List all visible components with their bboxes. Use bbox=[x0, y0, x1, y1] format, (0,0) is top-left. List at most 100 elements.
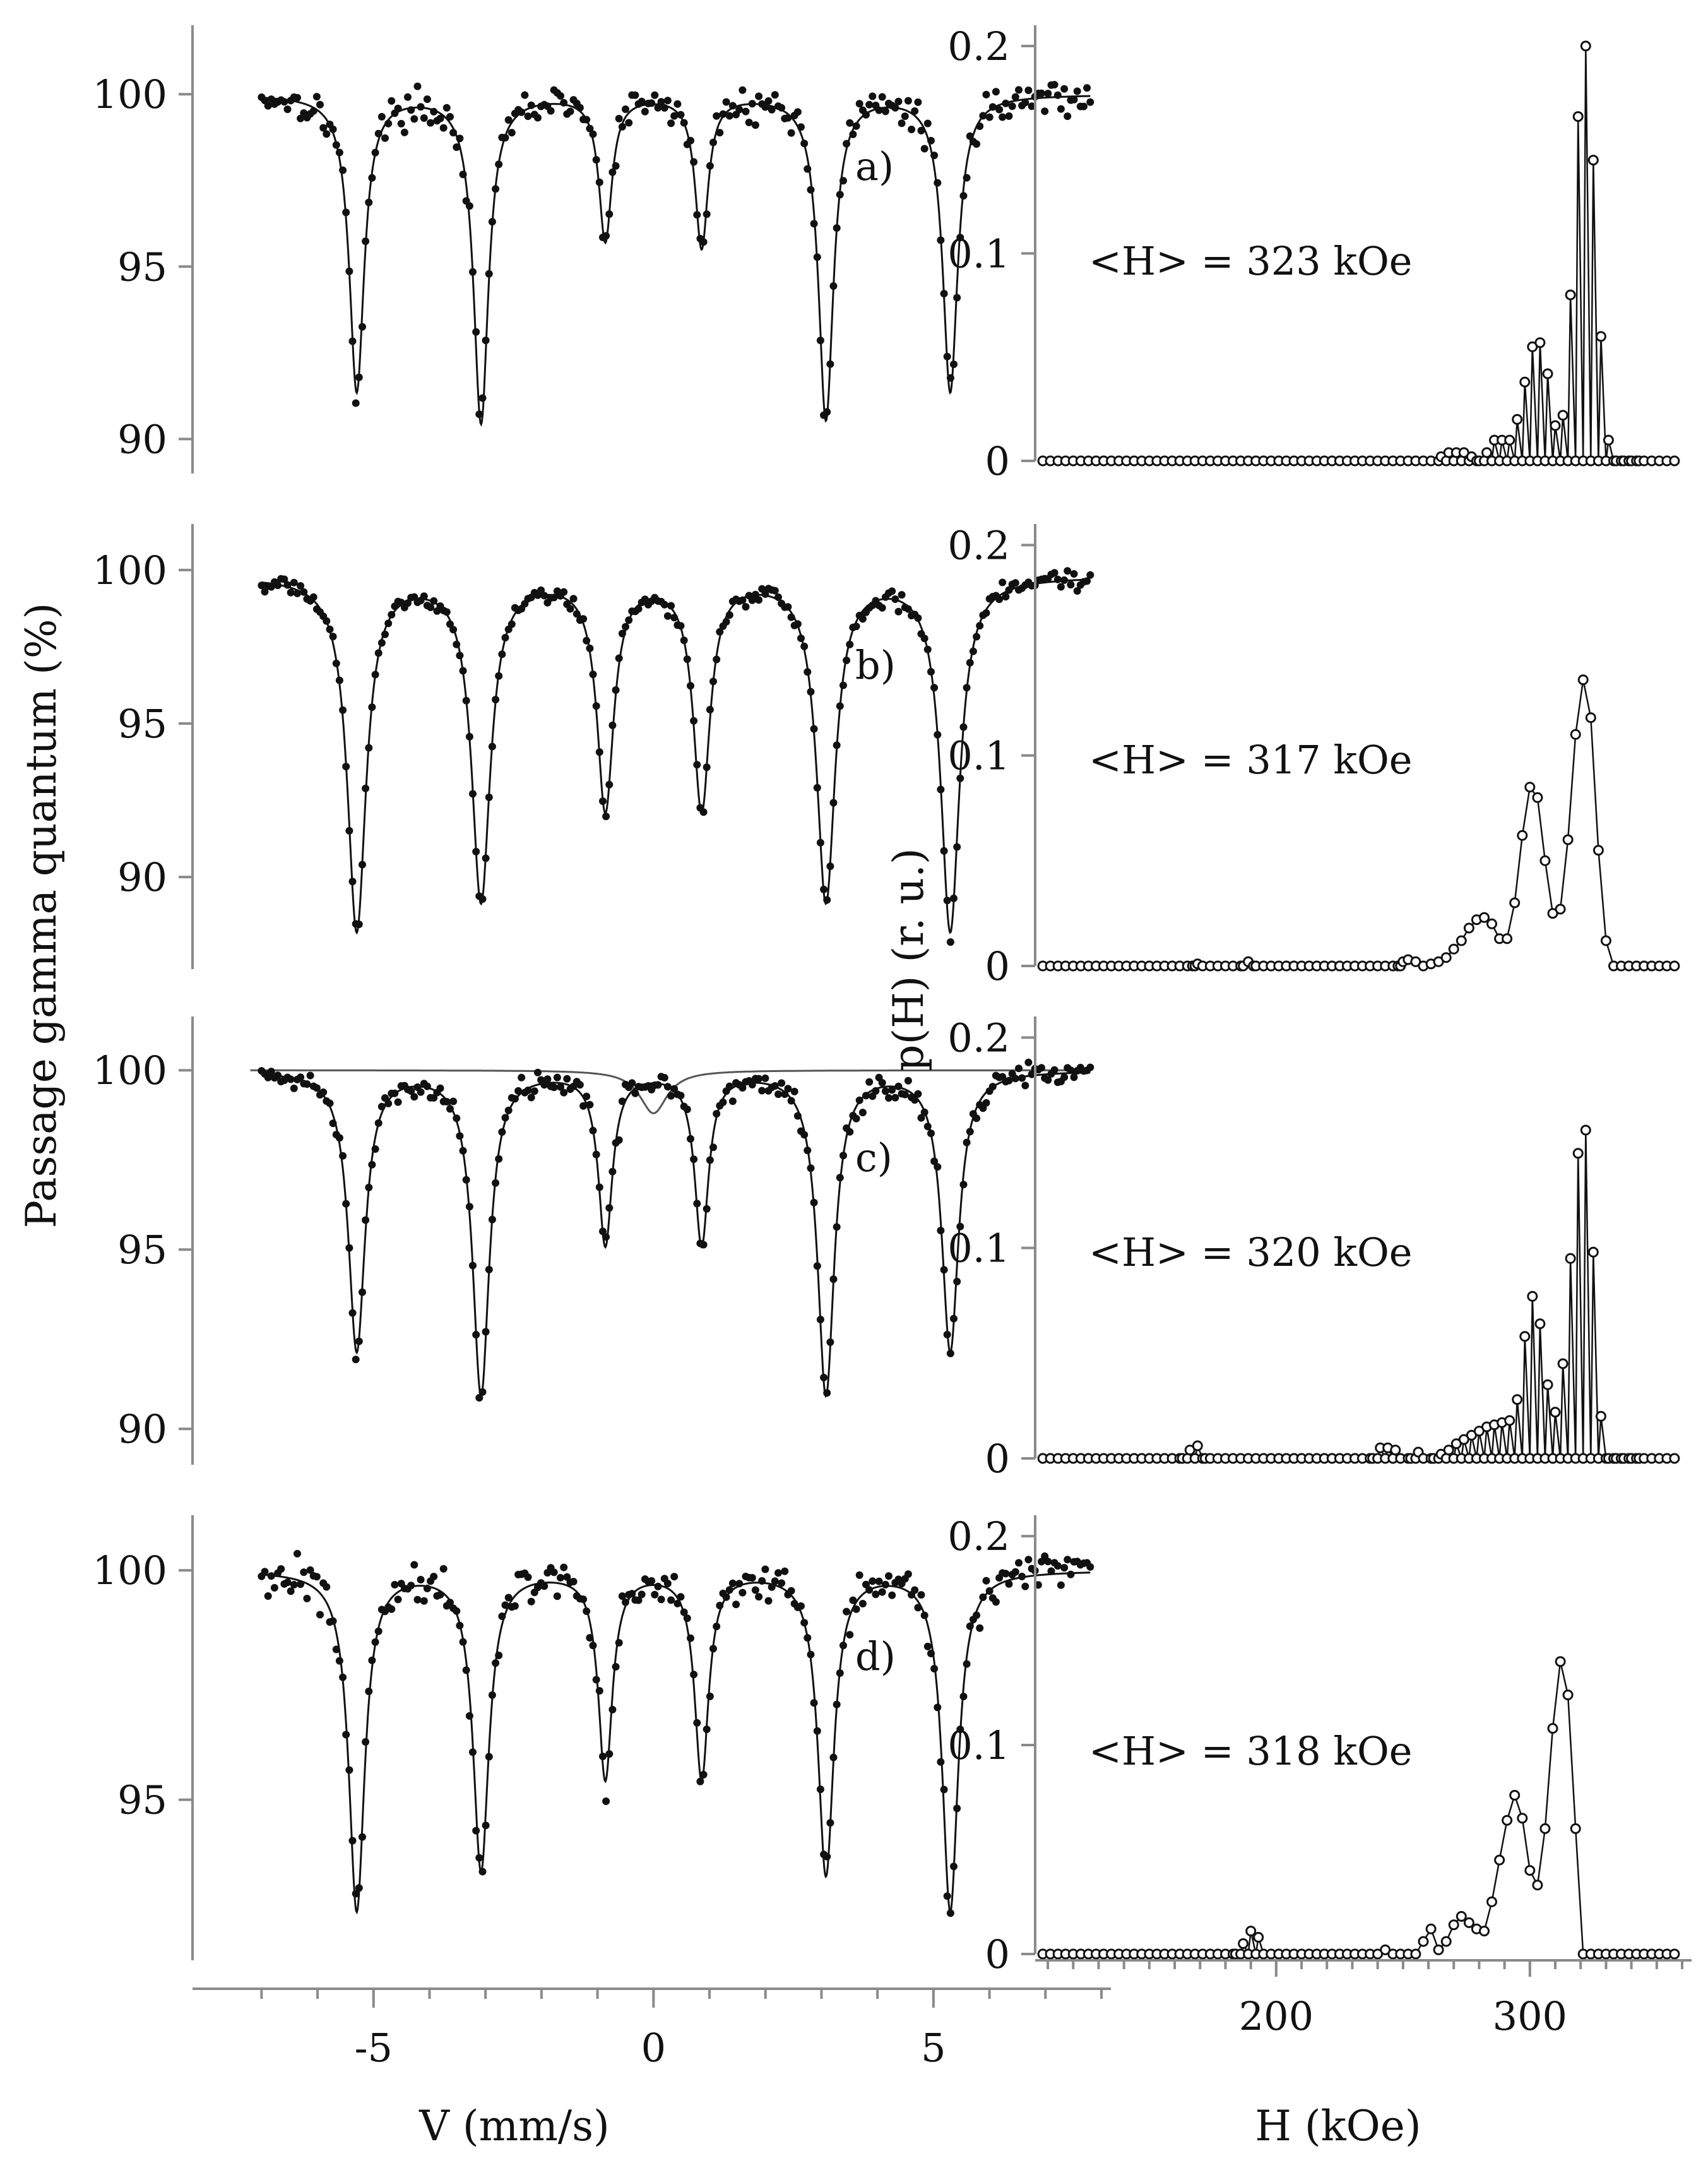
spectrum-data-point bbox=[381, 134, 389, 142]
spectrum-data-point bbox=[504, 1594, 513, 1602]
distribution-point bbox=[1463, 1917, 1474, 1928]
spectrum-data-point bbox=[807, 186, 815, 194]
spectrum-data-point bbox=[839, 1152, 847, 1160]
distribution-point bbox=[1542, 1379, 1553, 1390]
spectrum-data-point bbox=[927, 136, 935, 145]
spectrum-data-point bbox=[456, 134, 464, 143]
spectrum-data-point bbox=[348, 1309, 357, 1317]
spectrum-data-point bbox=[472, 328, 480, 336]
spectrum-data-point bbox=[670, 614, 679, 622]
spectrum-data-point bbox=[930, 152, 939, 160]
spectrum-data-point bbox=[973, 140, 981, 148]
spectrum-data-point bbox=[816, 1785, 824, 1794]
distribution-point bbox=[1245, 1926, 1257, 1937]
spectrum-data-point bbox=[456, 652, 464, 660]
spectrum-data-point bbox=[459, 1147, 467, 1155]
spectrum-data-point bbox=[359, 861, 366, 869]
spectrum-data-point bbox=[267, 1068, 275, 1076]
spectrum-data-point bbox=[1060, 85, 1069, 93]
spectrum-data-point bbox=[1011, 1568, 1019, 1576]
spectrum-data-point bbox=[312, 1084, 321, 1092]
spectrum-data-point bbox=[937, 236, 945, 244]
spectrum-data-point bbox=[764, 1597, 773, 1605]
spectrum-data-point bbox=[1024, 1556, 1033, 1564]
spectrum-data-point bbox=[833, 1700, 841, 1708]
spectrum-data-point bbox=[1064, 112, 1072, 121]
spectrum-data-point bbox=[612, 686, 620, 694]
spectrum-data-point bbox=[914, 1090, 922, 1098]
spectrum-data-point bbox=[1021, 1582, 1029, 1590]
spectrum-data-point bbox=[518, 1073, 526, 1082]
spectrum-data-point bbox=[407, 1087, 415, 1095]
spectrum-data-point bbox=[804, 165, 812, 173]
spectrum-data-point bbox=[722, 617, 730, 626]
spectrum-x-tick-label: 0 bbox=[641, 2025, 666, 2071]
spectrum-data-point bbox=[966, 1622, 974, 1630]
spectrum-data-point bbox=[1050, 569, 1059, 577]
spectrum-data-point bbox=[826, 862, 834, 871]
spectrum-data-point bbox=[793, 1112, 802, 1120]
spectrum-data-point bbox=[557, 1083, 564, 1091]
spectrum-data-point bbox=[1002, 1570, 1010, 1578]
spectrum-data-point bbox=[339, 166, 347, 174]
spectrum-data-point bbox=[680, 636, 688, 645]
spectrum-data-point bbox=[663, 97, 672, 105]
spectrum-data-point bbox=[586, 124, 594, 133]
distribution-point bbox=[1433, 1944, 1444, 1955]
spectrum-data-point bbox=[394, 104, 402, 112]
spectrum-data-point bbox=[778, 1079, 786, 1087]
distribution-point bbox=[1580, 1124, 1591, 1136]
spectrum-data-point bbox=[787, 1587, 795, 1595]
right-x-axis-title: H (kOe) bbox=[1255, 2102, 1421, 2150]
spectrum-data-point bbox=[738, 596, 747, 604]
spectrum-data-point bbox=[836, 1669, 844, 1677]
spectrum-data-point bbox=[345, 826, 353, 835]
distribution-point bbox=[1502, 933, 1513, 944]
spectrum-data-point bbox=[312, 1573, 321, 1581]
spectrum-data-point bbox=[946, 1909, 954, 1917]
spectrum-data-point bbox=[423, 1585, 431, 1592]
spectrum-data-point bbox=[365, 198, 373, 206]
spectrum-data-point bbox=[465, 732, 473, 741]
spectrum-data-point bbox=[751, 121, 759, 129]
spectrum-data-point bbox=[927, 668, 935, 676]
distribution-point bbox=[1512, 414, 1523, 425]
spectrum-data-point bbox=[410, 1561, 418, 1569]
distribution-panel-b: 0 0.1 0.2 b) <H> = 317 kOe bbox=[855, 522, 1680, 989]
distribution-point bbox=[1565, 289, 1576, 301]
spectrum-data-point bbox=[566, 605, 574, 613]
spectrum-data-point bbox=[800, 1131, 809, 1139]
spectrum-data-point bbox=[423, 95, 431, 104]
spectrum-data-point bbox=[667, 602, 675, 610]
spectrum-data-point bbox=[482, 337, 490, 345]
distribution-point bbox=[1440, 952, 1452, 963]
spectrum-data-point bbox=[488, 1215, 496, 1224]
spectrum-data-point bbox=[713, 655, 721, 664]
spectrum-data-point bbox=[1050, 1066, 1059, 1074]
spectrum-y-tick-label-b: 90 bbox=[117, 854, 167, 900]
spectrum-data-point bbox=[885, 1094, 893, 1102]
spectrum-data-point bbox=[456, 1132, 464, 1140]
distribution-point bbox=[1517, 830, 1528, 841]
distribution-point bbox=[1587, 155, 1599, 166]
spectrum-data-point bbox=[823, 896, 831, 904]
distribution-point bbox=[1555, 1656, 1566, 1667]
spectrum-data-point bbox=[453, 1607, 461, 1615]
spectrum-data-point bbox=[449, 129, 458, 137]
spectrum-data-point bbox=[946, 938, 954, 946]
spectrum-data-point bbox=[264, 1073, 272, 1082]
spectrum-data-point bbox=[940, 1266, 948, 1274]
spectrum-data-point bbox=[797, 1602, 805, 1610]
spectrum-data-point bbox=[703, 1725, 711, 1734]
spectrum-data-point bbox=[950, 894, 958, 902]
distribution-point bbox=[1603, 434, 1614, 446]
spectrum-data-point bbox=[446, 113, 454, 121]
spectrum-data-point bbox=[583, 1092, 591, 1100]
spectrum-data-point bbox=[943, 897, 951, 905]
spectrum-data-point bbox=[875, 1577, 883, 1585]
distribution-point bbox=[1557, 1358, 1569, 1369]
spectrum-data-point bbox=[566, 107, 574, 116]
distribution-point bbox=[1504, 434, 1515, 446]
spectrum-data-point bbox=[290, 1084, 298, 1092]
spectrum-data-point bbox=[355, 921, 363, 928]
